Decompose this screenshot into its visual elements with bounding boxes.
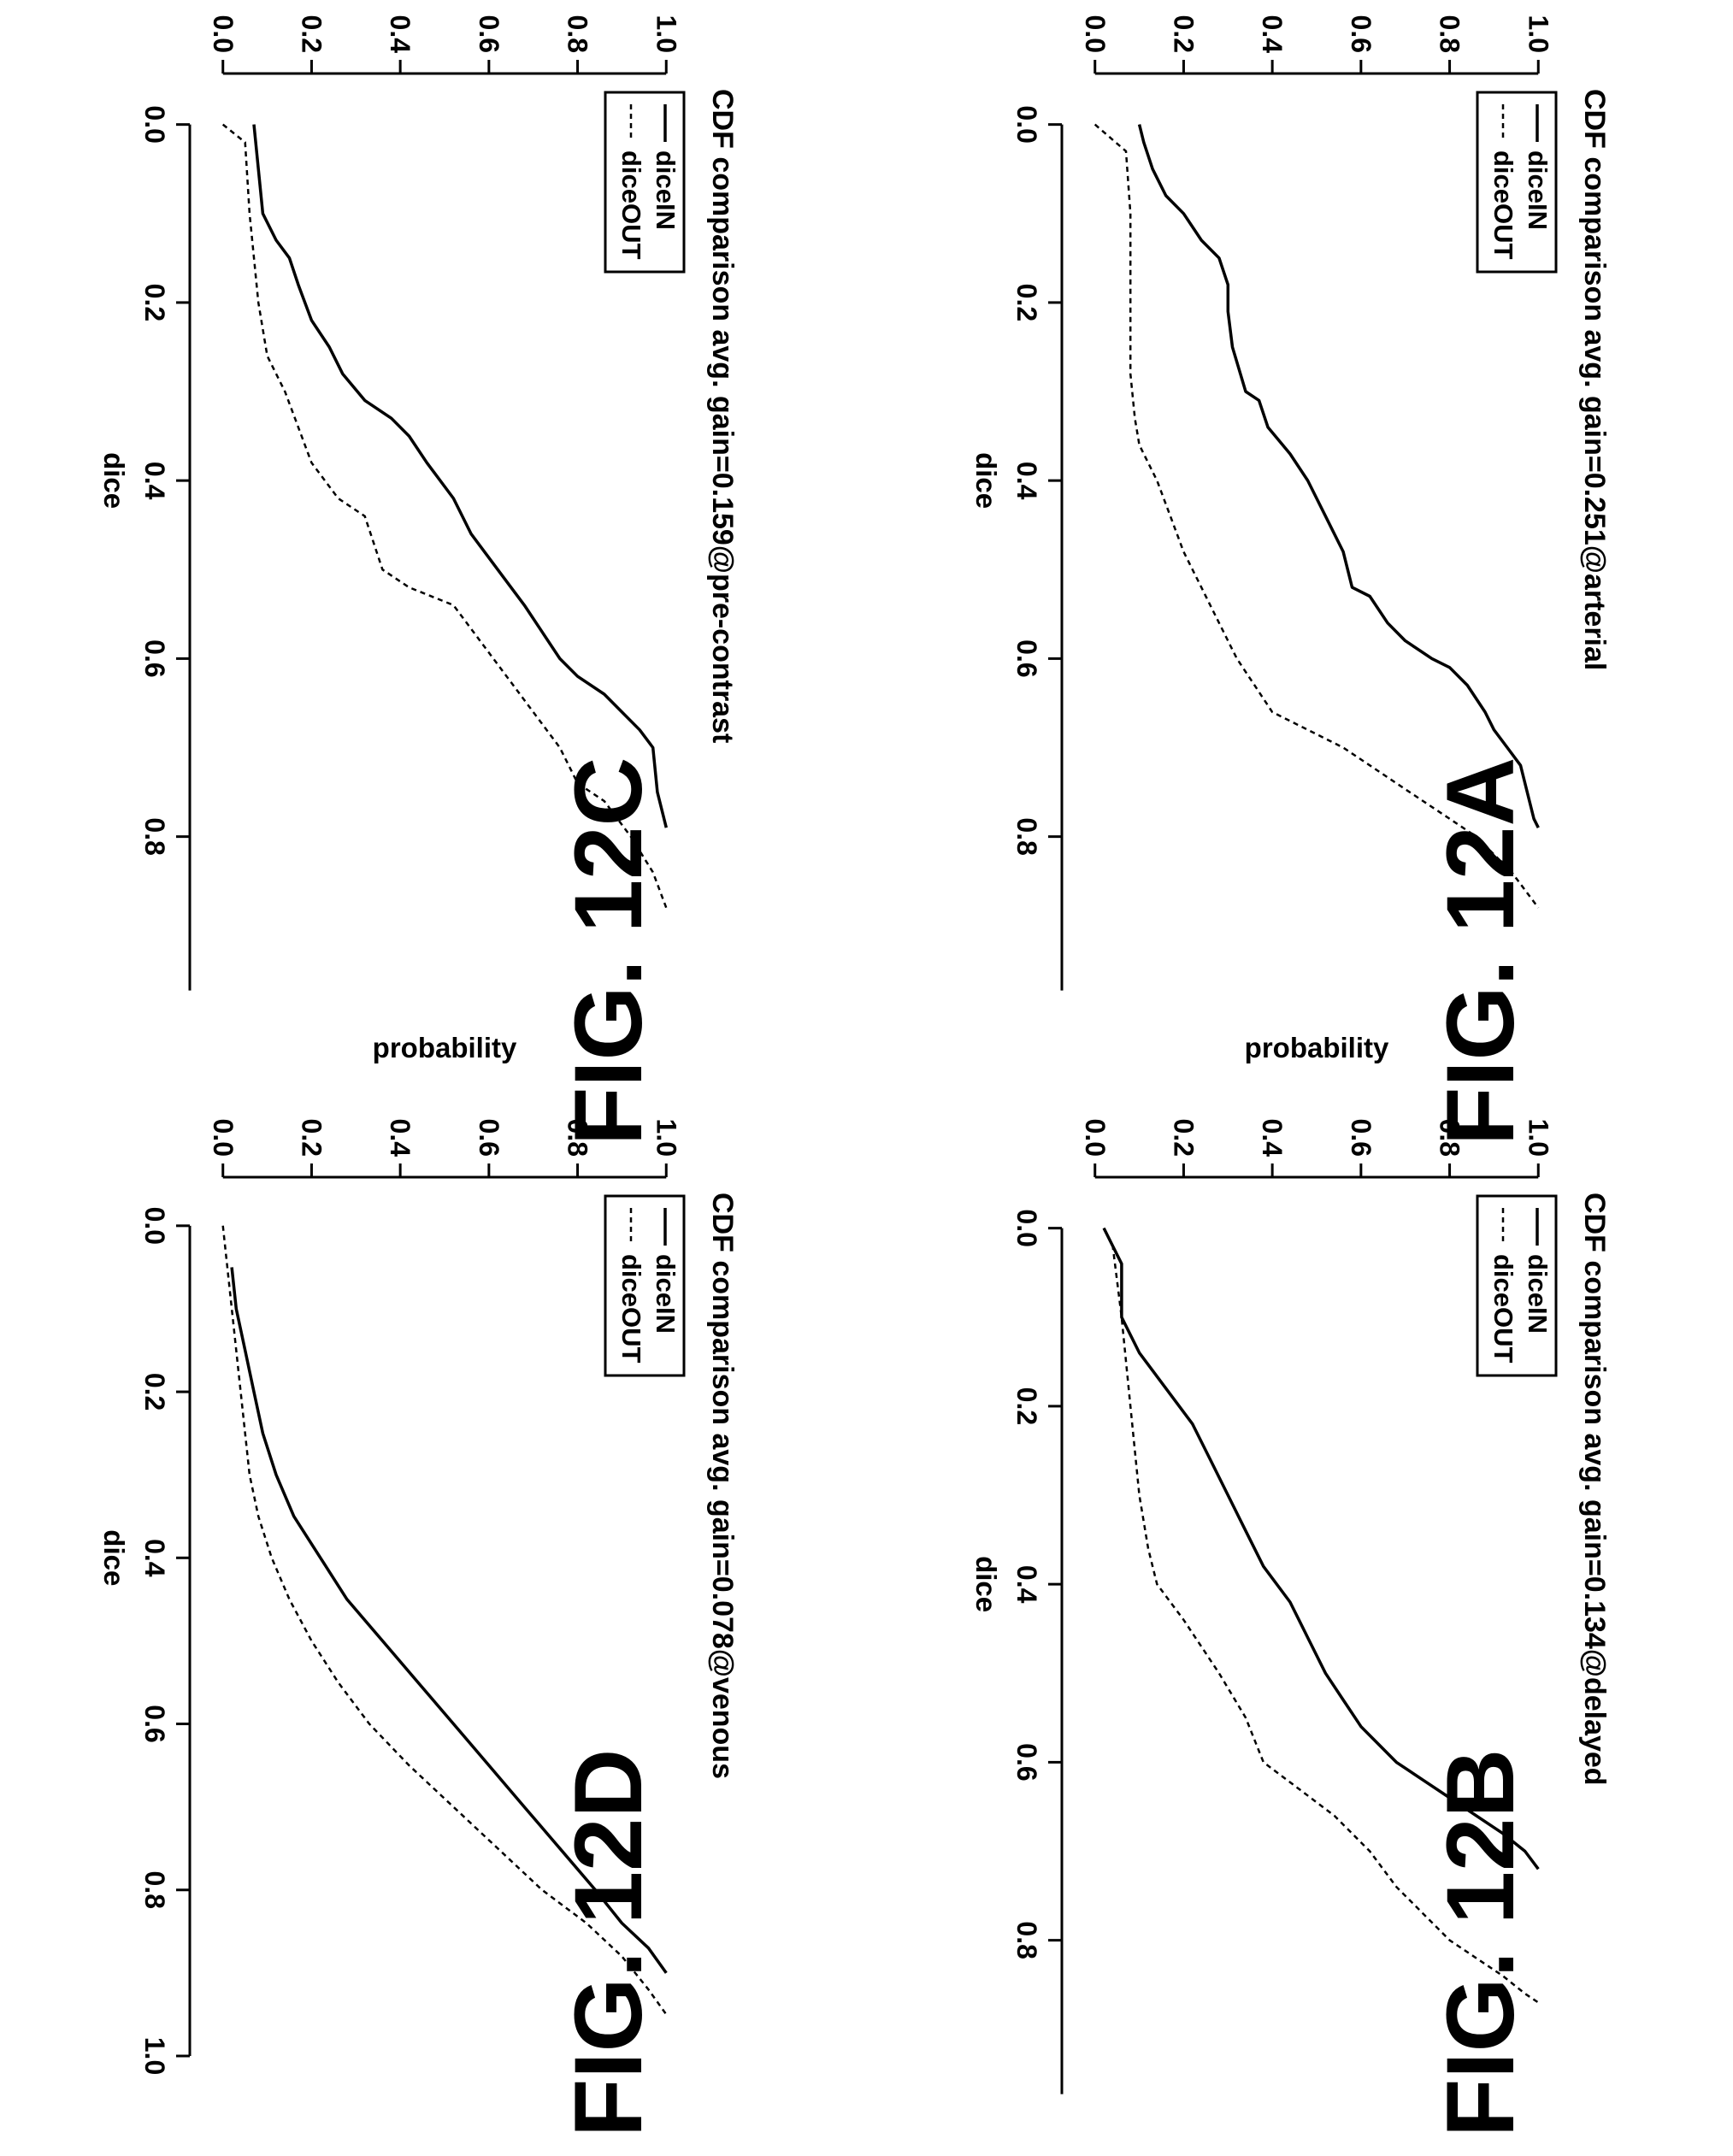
x-tick-label: 0.8 xyxy=(139,817,170,855)
y-tick-label: 0.2 xyxy=(1168,15,1199,53)
y-tick-label: 0.6 xyxy=(474,1119,504,1157)
y-tick-label: 0.0 xyxy=(208,15,239,53)
figure-label-12a: FIG. 12A xyxy=(1427,757,1534,1146)
y-tick-label: 0.2 xyxy=(1168,1119,1199,1157)
chart-12d: 0.0 0.2 0.4 0.6 0.8 1.0 0.0 0.2 0.4 0.6 0.8 1.0 dice… xyxy=(98,1032,739,2075)
figure-label-12d: FIG. 12D xyxy=(555,1749,662,2137)
y-tick-label: 0.4 xyxy=(1257,15,1288,54)
y-tick-label: 0.4 xyxy=(1257,1119,1288,1158)
y-tick-label: 1.0 xyxy=(1523,1119,1553,1157)
y-tick-label: 0.2 xyxy=(296,15,327,53)
legend-label: diceOUT xyxy=(616,150,646,260)
y-tick-label: 0.6 xyxy=(1346,1119,1376,1157)
y-tick-label: 0.2 xyxy=(296,1119,327,1157)
series-line-diceIN xyxy=(252,124,668,828)
chart-title: CDF comparison avg. gain=0.078@venous xyxy=(706,1193,739,1779)
x-tick-label: 0.2 xyxy=(1011,1387,1042,1425)
y-tick-label: 0.8 xyxy=(1435,15,1465,53)
y-tick-label: 0.0 xyxy=(208,1119,239,1157)
y-tick-label: 0.8 xyxy=(563,1119,593,1157)
x-tick-label: 0.2 xyxy=(1011,284,1042,321)
x-tick-label: 0.6 xyxy=(139,1705,170,1742)
y-tick-label: 0.8 xyxy=(1435,1119,1465,1157)
x-tick-label: 0.0 xyxy=(139,105,170,143)
x-tick-label: 0.4 xyxy=(139,1539,170,1577)
series-line-diceOUT xyxy=(1093,123,1540,909)
y-tick-label: 0.6 xyxy=(1346,15,1376,53)
y-tick-label: 0.4 xyxy=(385,1119,416,1158)
legend-label: diceIN xyxy=(1523,1254,1553,1334)
legend-label: diceIN xyxy=(651,150,681,230)
x-tick-label: 0.2 xyxy=(139,1373,170,1411)
y-tick-label: 1.0 xyxy=(651,15,681,53)
x-tick-label: 0.0 xyxy=(1011,105,1042,143)
x-tick-label: 0.4 xyxy=(139,462,170,500)
chart-12c: 0.00.20.40.60.80.00.20.40.60.81.0dicepro… xyxy=(98,15,739,991)
series-line-diceIN xyxy=(1137,124,1540,828)
y-tick-label: 0.8 xyxy=(563,15,593,53)
x-tick-label: 1.0 xyxy=(139,2037,170,2075)
x-tick-label: 0.0 xyxy=(139,1207,170,1245)
series-line-diceOUT xyxy=(221,123,668,909)
chart-12b: 0.0 0.2 0.4 0.6 0.8 0.0 0.2 0.4 0.6 0.8 1.0 dice pro… xyxy=(970,1032,1611,2094)
x-tick-label: 0.6 xyxy=(1011,639,1042,677)
x-tick-label: 0.8 xyxy=(139,1871,170,1909)
legend-label: diceOUT xyxy=(1488,150,1518,260)
figure-label-12b: FIG. 12B xyxy=(1427,1749,1534,2137)
x-tick-label: 0.4 xyxy=(1011,1565,1042,1604)
x-axis-label: dice xyxy=(970,1556,1002,1612)
y-tick-label: 0.0 xyxy=(1080,1119,1111,1157)
legend-label: diceOUT xyxy=(1488,1254,1518,1364)
y-axis-label: probability xyxy=(373,1032,517,1063)
y-tick-label: 0.6 xyxy=(474,15,504,53)
series-line-diceIN xyxy=(230,1267,668,1974)
x-tick-label: 0.8 xyxy=(1011,1921,1042,1959)
chart-title: CDF comparison avg. gain=0.251@arterial xyxy=(1578,89,1611,670)
x-tick-label: 0.2 xyxy=(139,284,170,321)
figure-label-12c: FIG. 12C xyxy=(555,757,662,1146)
x-tick-label: 0.4 xyxy=(1011,462,1042,500)
y-tick-label: 1.0 xyxy=(651,1119,681,1157)
series-line-diceOUT xyxy=(1102,1228,1539,2004)
chart-title: CDF comparison avg. gain=0.159@pre-contr… xyxy=(706,89,739,743)
chart-title: CDF comparison avg. gain=0.134@delayed xyxy=(1578,1193,1611,1786)
x-tick-label: 0.0 xyxy=(1011,1209,1042,1246)
y-axis-label: probability xyxy=(1245,1032,1389,1063)
legend-label: diceIN xyxy=(1523,150,1553,230)
x-axis-label: dice xyxy=(98,452,130,509)
y-tick-label: 0.4 xyxy=(385,15,416,54)
x-axis-label: dice xyxy=(98,1529,130,1586)
y-tick-label: 0.0 xyxy=(1080,15,1111,53)
x-axis-label: dice xyxy=(970,452,1002,509)
legend-label: diceIN xyxy=(651,1254,681,1334)
chart-12a: 0.00.20.40.60.80.00.20.40.60.81.0dicepro… xyxy=(970,15,1611,991)
y-tick-label: 1.0 xyxy=(1523,15,1553,53)
x-tick-label: 0.6 xyxy=(139,639,170,677)
x-tick-label: 0.8 xyxy=(1011,817,1042,855)
x-tick-label: 0.6 xyxy=(1011,1743,1042,1781)
legend-label: diceOUT xyxy=(616,1254,646,1364)
